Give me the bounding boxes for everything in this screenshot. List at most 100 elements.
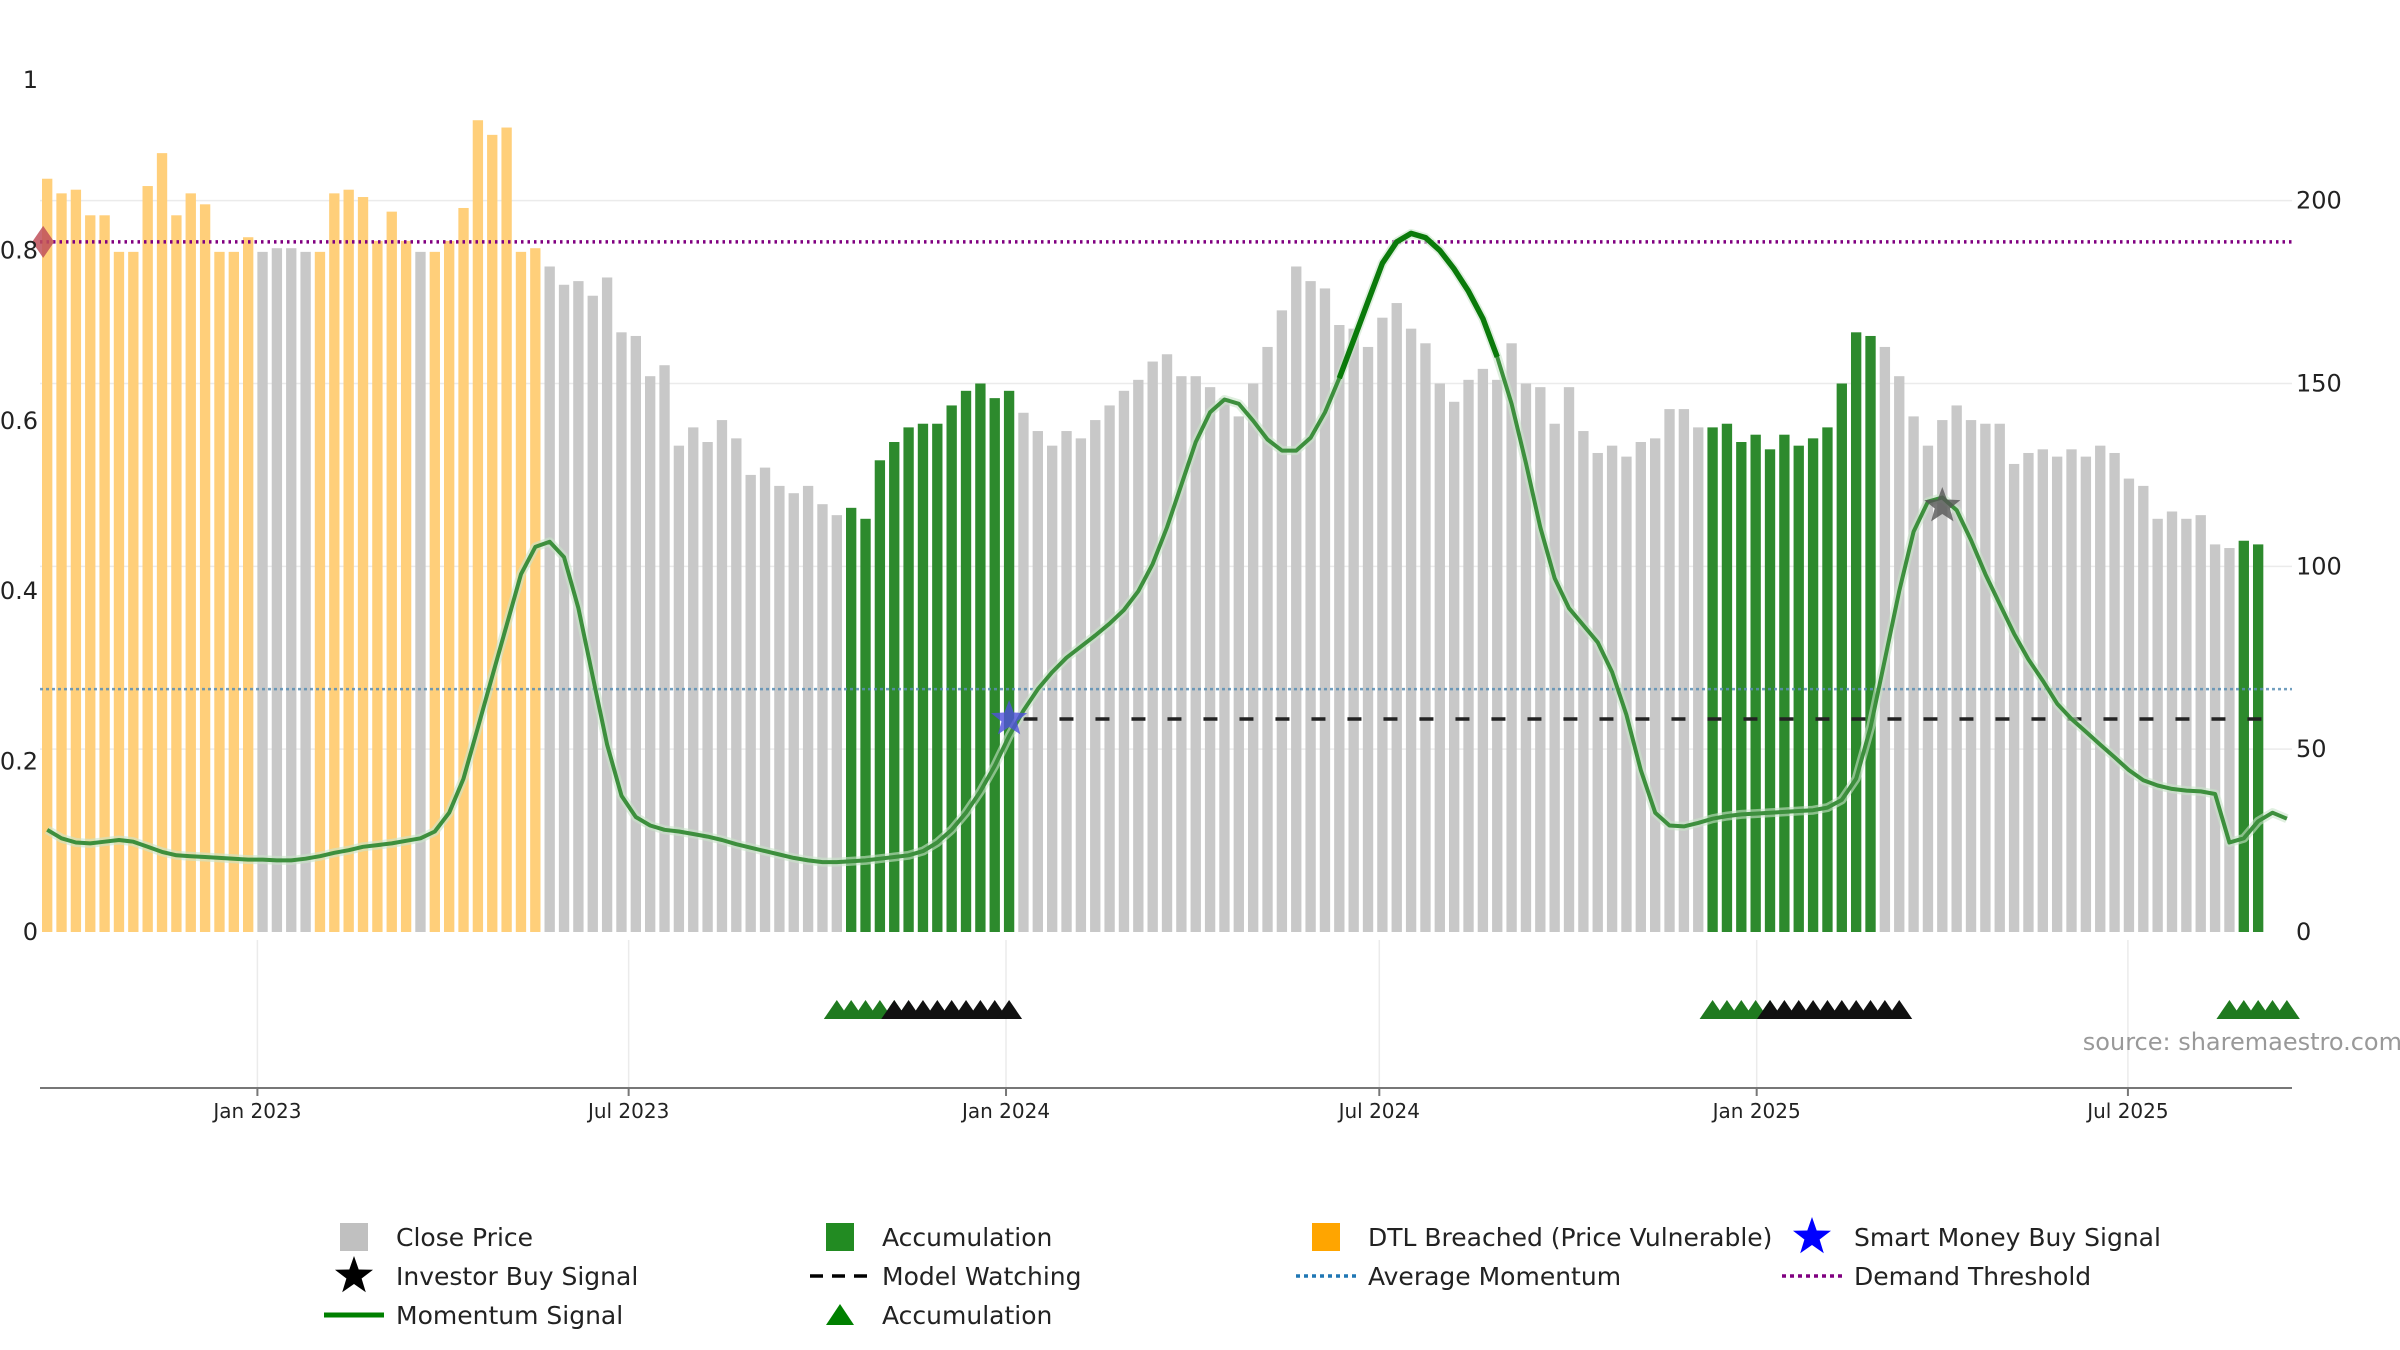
close-price-bar	[1592, 452, 1603, 932]
left-axis-tick-label: 0.2	[0, 748, 38, 776]
accumulation-bar	[989, 398, 1000, 932]
close-price-bar	[1965, 420, 1977, 932]
dtl-breached-bar	[85, 215, 96, 932]
close-price-bar	[702, 442, 713, 932]
accumulation-bar	[1865, 335, 1876, 932]
dtl-breached-bar	[99, 215, 110, 932]
legend-label: DTL Breached (Price Vulnerable)	[1368, 1223, 1772, 1252]
dtl-breached-bar	[185, 193, 196, 933]
close-price-bar	[286, 248, 297, 933]
demand-threshold-marker	[32, 225, 55, 258]
close-price-bar	[1075, 438, 1087, 932]
legend-label: Close Price	[396, 1223, 533, 1252]
close-price-bar	[1635, 442, 1646, 932]
legend-triangle-icon	[826, 1304, 854, 1325]
close-price-bar	[2209, 544, 2221, 932]
legend-label: Accumulation	[882, 1223, 1052, 1252]
legend-item: Accumulation	[826, 1223, 1052, 1252]
close-price-bar	[1247, 383, 1259, 932]
legend-square	[826, 1223, 854, 1251]
legend-star-icon	[335, 1256, 373, 1293]
close-price-bar	[1664, 409, 1675, 932]
close-price-bar	[1908, 416, 1919, 933]
x-axis-tick-label: Jul 2023	[586, 1099, 669, 1123]
close-price-bar	[1348, 328, 1359, 933]
close-price-bar	[2080, 456, 2092, 932]
close-price-bar	[601, 277, 613, 932]
legend-item: Smart Money Buy Signal	[1793, 1217, 2161, 1254]
dtl-breached-bar	[329, 193, 340, 933]
close-price-bar	[415, 251, 426, 932]
dtl-breached-bar	[56, 193, 67, 933]
accumulation-bar	[1764, 449, 1776, 932]
close-price-bar	[2138, 485, 2149, 932]
dtl-breached-bar	[156, 153, 168, 932]
close-price-bar	[2181, 518, 2192, 932]
legend-item: DTL Breached (Price Vulnerable)	[1312, 1223, 1772, 1252]
accumulation-bar	[889, 442, 900, 932]
x-axis-tick-label: Jan 2024	[960, 1099, 1050, 1123]
legend-label: Accumulation	[882, 1301, 1052, 1330]
legend-label: Demand Threshold	[1854, 1262, 2091, 1291]
close-price-bar	[1649, 438, 1661, 932]
dtl-breached-bar	[243, 237, 254, 932]
close-price-bar	[788, 493, 799, 932]
close-price-bar	[1377, 317, 1388, 933]
accumulation-bar	[1779, 434, 1790, 932]
close-price-bar	[831, 515, 842, 932]
close-price-bar	[1204, 387, 1216, 932]
close-price-bar	[1563, 387, 1575, 932]
accumulation-bar	[1836, 383, 1847, 932]
momentum-signal-line	[46, 231, 2288, 865]
accumulation-bar	[1003, 390, 1015, 933]
close-price-bar	[1492, 379, 1503, 933]
right-axis-tick-label: 50	[2296, 735, 2327, 763]
close-price-bar	[688, 427, 699, 932]
legend-star-icon	[1793, 1217, 1831, 1254]
close-price-bar	[1090, 420, 1101, 932]
dtl-breached-bar	[171, 215, 182, 932]
close-price-bar	[716, 420, 728, 932]
accumulation-bar	[1750, 434, 1761, 932]
left-axis-tick-label: 0.8	[0, 236, 38, 264]
close-price-bar	[2195, 515, 2206, 932]
close-price-bar	[1405, 328, 1417, 933]
legend-item: Average Momentum	[1296, 1262, 1621, 1291]
dtl-breached-bar	[386, 211, 397, 933]
close-price-bar	[1291, 266, 1302, 932]
close-price-bar	[1262, 346, 1273, 932]
legend-item: Demand Threshold	[1782, 1262, 2091, 1291]
close-price-bar	[1161, 354, 1173, 933]
close-price-bar	[1420, 343, 1431, 933]
close-price-bar	[1621, 456, 1632, 932]
close-price-bar	[257, 251, 268, 932]
accumulation-triangle	[996, 1000, 1023, 1019]
close-price-bar	[1047, 445, 1058, 932]
close-price-bar	[802, 485, 814, 932]
close-price-bar	[731, 438, 742, 932]
dtl-breached-bar	[314, 251, 326, 932]
close-price-bar	[1018, 412, 1029, 932]
accumulation-triangles	[823, 1000, 2300, 1019]
close-price-bar	[1922, 445, 1934, 932]
x-axis-tick-label: Jan 2023	[211, 1099, 301, 1123]
close-price-bar	[2066, 449, 2077, 932]
dtl-breached-bar	[487, 134, 498, 932]
close-price-bar	[817, 504, 828, 932]
accumulation-bar	[1822, 427, 1833, 932]
accumulation-bar	[1850, 332, 1862, 932]
dtl-breached-bar	[357, 197, 369, 932]
accumulation-bar	[2238, 540, 2249, 932]
close-price-bar	[1305, 281, 1316, 933]
legend-item: Close Price	[340, 1223, 533, 1252]
x-axis-tick-label: Jan 2025	[1711, 1099, 1801, 1123]
close-price-bar	[271, 248, 283, 933]
close-price-bar	[1937, 420, 1948, 932]
right-axis-tick-label: 200	[2296, 187, 2342, 215]
legend-label: Momentum Signal	[396, 1301, 623, 1330]
dtl-breached-bar	[530, 248, 541, 933]
dtl-breached-bar	[142, 186, 153, 933]
accumulation-bar	[2252, 544, 2264, 932]
close-price-bar	[1319, 288, 1331, 932]
close-price-bar	[2051, 456, 2063, 932]
